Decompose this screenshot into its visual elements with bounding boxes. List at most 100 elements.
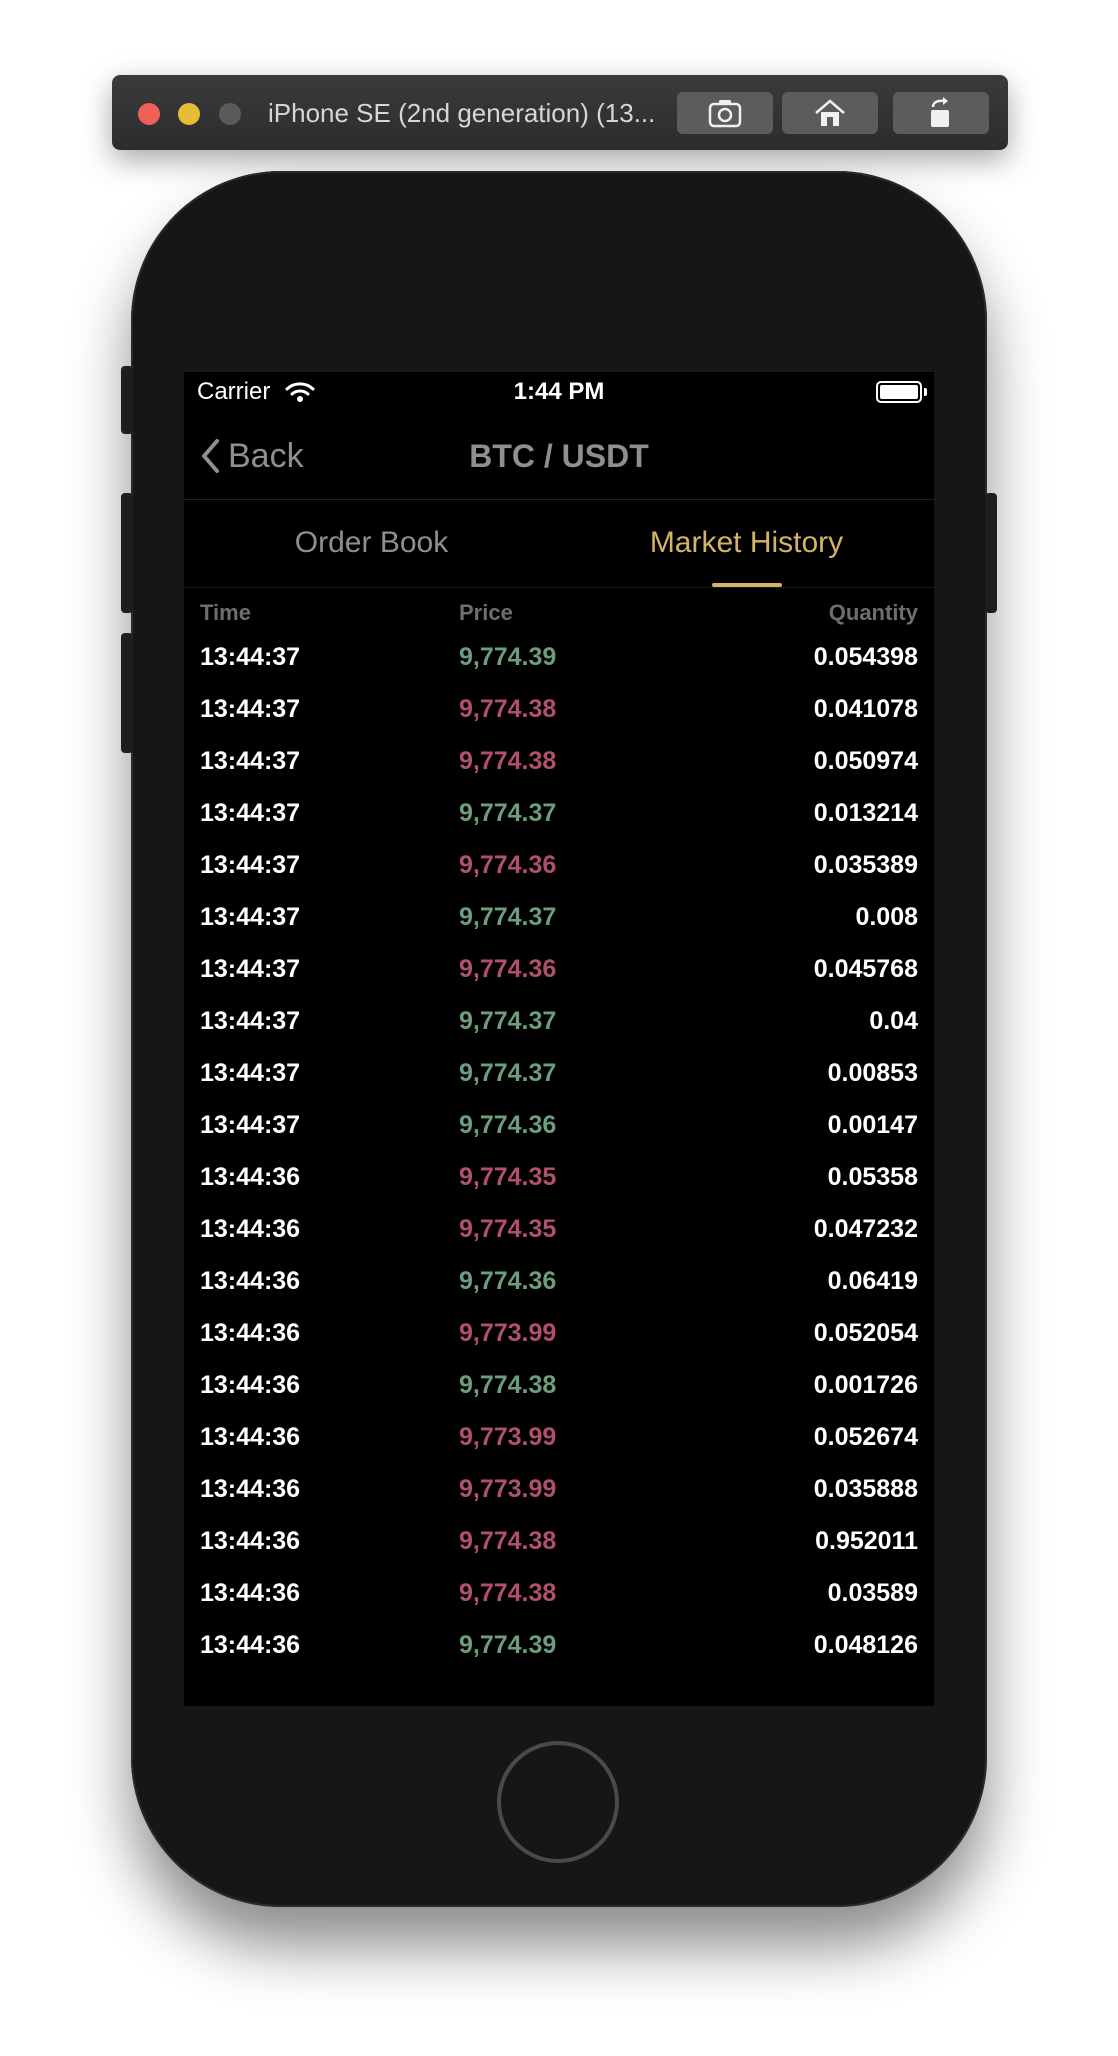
simulator-toolbar: iPhone SE (2nd generation) (13... xyxy=(112,75,1008,150)
trade-price: 9,773.99 xyxy=(459,1475,557,1503)
active-tab-indicator xyxy=(711,583,782,587)
trade-quantity: 0.041078 xyxy=(813,695,918,723)
table-row: 13:44:37 9,774.36 0.035389 xyxy=(184,840,934,892)
wifi-icon xyxy=(285,382,315,402)
navigation-bar: Back BTC / USDT xyxy=(184,412,934,500)
page-title: BTC / USDT xyxy=(469,438,649,474)
trade-time: 13:44:36 xyxy=(200,1631,301,1659)
trade-quantity: 0.952011 xyxy=(815,1527,918,1555)
trade-price: 9,774.39 xyxy=(459,1631,557,1659)
trade-price: 9,774.38 xyxy=(459,1579,557,1607)
trade-time: 13:44:37 xyxy=(200,643,301,671)
table-row: 13:44:37 9,774.37 0.013214 xyxy=(184,788,934,840)
trade-time: 13:44:36 xyxy=(200,1371,301,1399)
device-home-button[interactable] xyxy=(497,1741,619,1863)
trade-quantity: 0.045768 xyxy=(813,955,918,983)
column-header-time: Time xyxy=(200,600,251,625)
trade-quantity: 0.048126 xyxy=(813,1631,918,1659)
table-row: 13:44:37 9,774.37 0.008 xyxy=(184,892,934,944)
tab-order-book[interactable]: Order Book xyxy=(184,500,559,587)
trade-quantity: 0.035888 xyxy=(813,1475,918,1503)
trade-price: 9,774.37 xyxy=(459,903,557,931)
back-button[interactable]: Back xyxy=(200,432,304,480)
trade-price: 9,774.38 xyxy=(459,1527,557,1555)
mute-switch[interactable] xyxy=(121,366,133,434)
volume-down-button[interactable] xyxy=(121,633,133,753)
trade-time: 13:44:36 xyxy=(200,1527,301,1555)
column-header-price: Price xyxy=(459,600,513,625)
trade-price: 9,774.37 xyxy=(459,799,557,827)
table-row: 13:44:36 9,774.39 0.048126 xyxy=(184,1620,934,1672)
table-header: Time Price Quantity xyxy=(184,588,934,632)
trade-time: 13:44:37 xyxy=(200,1007,301,1035)
trade-quantity: 0.035389 xyxy=(813,851,918,879)
trade-quantity: 0.047232 xyxy=(813,1215,918,1243)
table-row: 13:44:36 9,774.38 0.03589 xyxy=(184,1568,934,1620)
trade-time: 13:44:37 xyxy=(200,1059,301,1087)
table-row: 13:44:36 9,773.99 0.052674 xyxy=(184,1412,934,1464)
table-row: 13:44:37 9,774.37 0.04 xyxy=(184,996,934,1048)
trade-history-list[interactable]: 13:44:37 9,774.39 0.054398 13:44:37 9,774.38… xyxy=(184,632,934,1672)
tab-market-history[interactable]: Market History xyxy=(559,500,934,587)
trade-quantity: 0.008 xyxy=(855,903,918,931)
simulator-title: iPhone SE (2nd generation) (13... xyxy=(268,98,656,128)
power-button[interactable] xyxy=(985,493,997,613)
screenshot-button[interactable] xyxy=(677,92,773,134)
trade-time: 13:44:37 xyxy=(200,955,301,983)
tab-bar: Order Book Market History xyxy=(184,500,934,588)
trade-time: 13:44:36 xyxy=(200,1163,301,1191)
trade-price: 9,774.36 xyxy=(459,851,557,879)
trade-price: 9,774.36 xyxy=(459,955,557,983)
trade-quantity: 0.03589 xyxy=(827,1579,918,1607)
trade-time: 13:44:37 xyxy=(200,799,301,827)
table-row: 13:44:36 9,774.35 0.05358 xyxy=(184,1152,934,1204)
trade-price: 9,774.36 xyxy=(459,1111,557,1139)
table-row: 13:44:36 9,773.99 0.035888 xyxy=(184,1464,934,1516)
trade-price: 9,773.99 xyxy=(459,1319,557,1347)
table-row: 13:44:36 9,774.38 0.952011 xyxy=(184,1516,934,1568)
trade-time: 13:44:36 xyxy=(200,1475,301,1503)
screenshot-icon xyxy=(708,100,742,128)
tab-label: Market History xyxy=(649,526,844,559)
trade-time: 13:44:36 xyxy=(200,1267,301,1295)
volume-up-button[interactable] xyxy=(121,493,133,613)
trade-quantity: 0.05358 xyxy=(827,1163,918,1191)
trade-price: 9,774.39 xyxy=(459,643,557,671)
table-row: 13:44:37 9,774.38 0.041078 xyxy=(184,684,934,736)
trade-quantity: 0.00147 xyxy=(827,1111,918,1139)
trade-time: 13:44:37 xyxy=(200,695,301,723)
trade-time: 13:44:37 xyxy=(200,747,301,775)
zoom-window-button[interactable] xyxy=(219,103,241,125)
close-window-button[interactable] xyxy=(138,103,160,125)
column-header-quantity: Quantity xyxy=(828,600,918,625)
status-bar: Carrier 1:44 PM xyxy=(184,372,934,412)
carrier-label: Carrier xyxy=(197,378,271,405)
trade-price: 9,774.37 xyxy=(459,1007,557,1035)
table-row: 13:44:37 9,774.38 0.050974 xyxy=(184,736,934,788)
trade-price: 9,774.38 xyxy=(459,747,557,775)
table-row: 13:44:37 9,774.37 0.00853 xyxy=(184,1048,934,1100)
trade-price: 9,774.35 xyxy=(459,1163,557,1191)
back-label: Back xyxy=(228,436,304,475)
table-row: 13:44:37 9,774.39 0.054398 xyxy=(184,632,934,684)
table-row: 13:44:36 9,774.38 0.001726 xyxy=(184,1360,934,1412)
trade-time: 13:44:36 xyxy=(200,1215,301,1243)
rotate-icon xyxy=(931,97,949,127)
status-time: 1:44 PM xyxy=(513,378,605,405)
trade-quantity: 0.001726 xyxy=(813,1371,918,1399)
battery-nub xyxy=(924,388,927,396)
trade-time: 13:44:36 xyxy=(200,1319,301,1347)
home-button[interactable] xyxy=(782,92,878,134)
trade-price: 9,774.35 xyxy=(459,1215,557,1243)
chevron-left-icon xyxy=(202,439,219,473)
trade-time: 13:44:37 xyxy=(200,1111,301,1139)
rotate-button[interactable] xyxy=(893,92,989,134)
trade-quantity: 0.052054 xyxy=(813,1319,918,1347)
trade-price: 9,774.37 xyxy=(459,1059,557,1087)
table-row: 13:44:36 9,773.99 0.052054 xyxy=(184,1308,934,1360)
tab-label: Order Book xyxy=(294,526,449,559)
trade-quantity: 0.050974 xyxy=(813,747,918,775)
table-row: 13:44:36 9,774.36 0.06419 xyxy=(184,1256,934,1308)
trade-price: 9,773.99 xyxy=(459,1423,557,1451)
minimize-window-button[interactable] xyxy=(178,103,200,125)
